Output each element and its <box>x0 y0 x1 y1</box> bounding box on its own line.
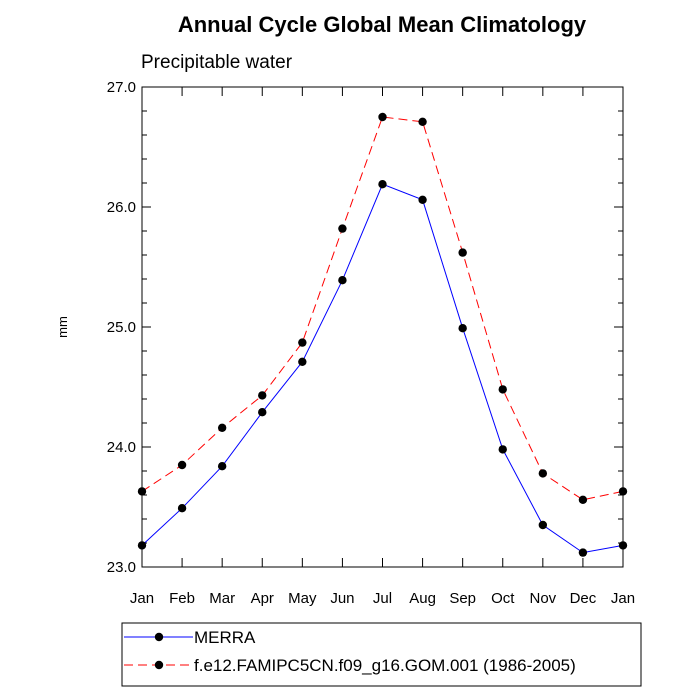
y-axis-label: mm <box>55 316 70 338</box>
series-line <box>141 116 624 501</box>
x-tick-label: Jul <box>373 590 392 607</box>
data-point <box>338 276 347 285</box>
data-point <box>578 495 588 504</box>
data-point <box>618 541 628 550</box>
legend: MERRA f.e12.FAMIPC5CN.f09_g16.GOM.001 (19… <box>121 622 642 687</box>
data-point <box>298 357 307 366</box>
data-point <box>578 548 588 557</box>
x-tick-label: Feb <box>169 590 195 607</box>
data-point <box>217 423 227 432</box>
chart-title: Annual Cycle Global Mean Climatology <box>178 12 587 37</box>
data-point <box>538 469 548 478</box>
y-axis-ticks: 23.0 24.0 25.0 26.0 27.0 <box>107 79 623 576</box>
x-tick-label: Sep <box>449 590 476 607</box>
data-point <box>177 504 187 513</box>
data-point <box>258 408 267 417</box>
data-point <box>378 180 387 189</box>
legend-marker <box>154 632 164 642</box>
y-tick-label: 23.0 <box>107 559 136 576</box>
series-layer <box>137 112 628 557</box>
data-point <box>378 112 387 122</box>
x-tick-label: Dec <box>570 590 597 607</box>
legend-label: MERRA <box>194 628 256 647</box>
y-tick-label: 25.0 <box>107 319 136 336</box>
x-tick-label: Apr <box>251 590 274 607</box>
legend-label: f.e12.FAMIPC5CN.f09_g16.GOM.001 (1986-20… <box>194 656 576 675</box>
data-point <box>177 460 187 470</box>
x-tick-label: Oct <box>491 590 515 607</box>
y-tick-label: 26.0 <box>107 199 136 216</box>
data-point <box>338 224 347 233</box>
legend-box <box>121 622 642 687</box>
data-point <box>498 385 507 394</box>
data-point <box>217 462 227 471</box>
data-point <box>418 195 427 204</box>
data-point <box>137 541 147 550</box>
y-tick-label: 27.0 <box>107 79 136 96</box>
x-axis-ticks: Jan Feb Mar Apr May Jun Jul Aug Sep Oct Nov Dec Jan <box>130 87 635 607</box>
legend-marker <box>154 660 164 670</box>
x-tick-label: Jan <box>611 590 635 607</box>
y-tick-label: 24.0 <box>107 439 136 456</box>
x-tick-label: Mar <box>209 590 235 607</box>
plot-frame <box>141 86 624 568</box>
data-point <box>618 487 628 496</box>
data-point <box>498 445 507 454</box>
data-point <box>258 391 267 400</box>
data-point <box>298 338 307 347</box>
x-tick-label: May <box>288 590 317 607</box>
data-point <box>458 248 467 257</box>
data-point <box>137 487 147 496</box>
data-point <box>418 117 427 127</box>
data-point <box>458 324 467 333</box>
x-tick-label: Jun <box>330 590 354 607</box>
x-tick-label: Jan <box>130 590 154 607</box>
data-point <box>538 520 548 530</box>
chart-subtitle: Precipitable water <box>141 52 293 73</box>
series-line <box>141 183 624 554</box>
x-tick-label: Nov <box>529 590 556 607</box>
x-tick-label: Aug <box>409 590 436 607</box>
